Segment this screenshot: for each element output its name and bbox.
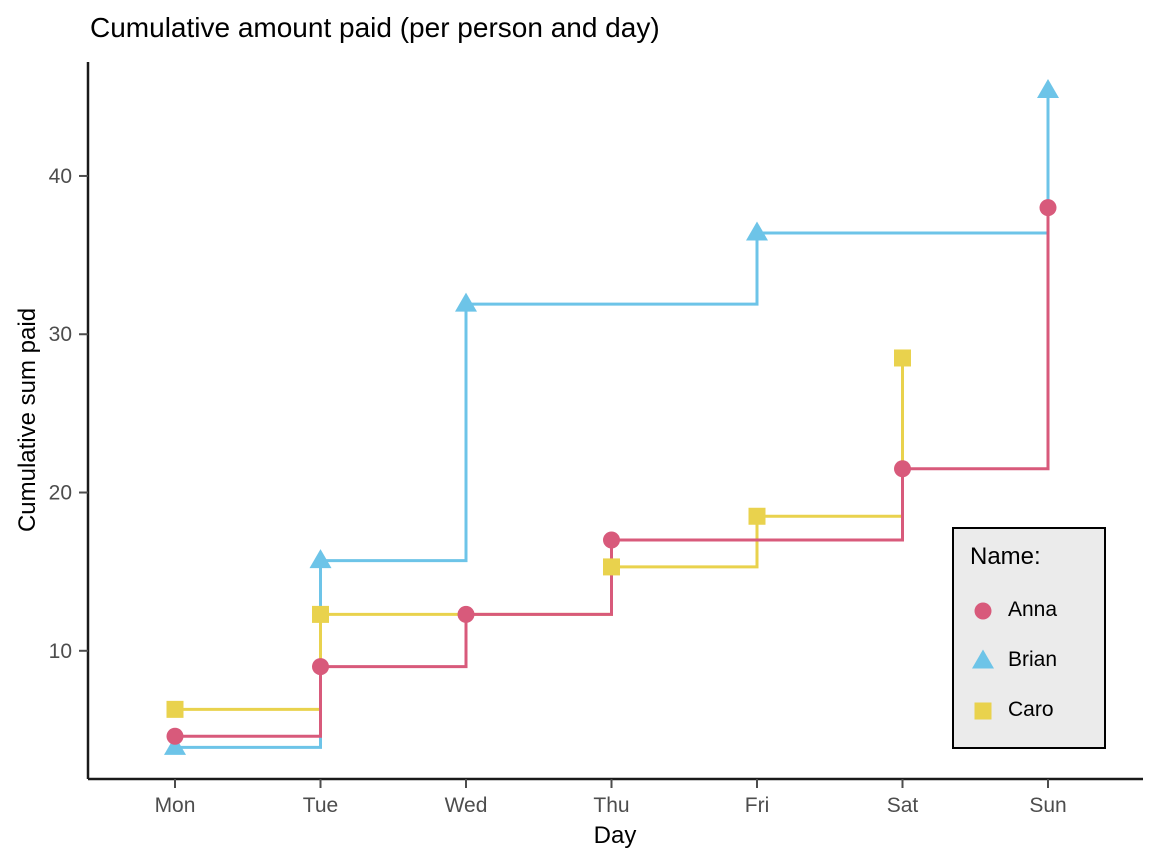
legend-marker-circle-icon: [974, 602, 992, 620]
y-axis-label: Cumulative sum paid: [14, 307, 41, 533]
legend-marker-square-icon: [974, 702, 992, 720]
point-anna-tue: [312, 658, 329, 676]
x-tick-label-fri: Fri: [745, 794, 770, 817]
y-tick-label: 20: [49, 482, 72, 505]
x-tick-label-sun: Sun: [1029, 794, 1066, 817]
chart-title: Cumulative amount paid (per person and d…: [90, 12, 660, 43]
point-caro-mon: [166, 700, 184, 718]
point-anna-thu: [603, 531, 620, 549]
point-caro-thu: [603, 558, 620, 576]
legend-marker-triangle-icon: [972, 649, 994, 669]
point-caro-fri: [748, 507, 766, 525]
legend-label-brian: Brian: [1008, 648, 1058, 671]
point-anna-wed: [457, 605, 475, 623]
legend-circle-glyph: [974, 602, 992, 620]
legend-label-caro: Caro: [1008, 698, 1054, 721]
legend-item-brian: Brian: [968, 635, 1090, 685]
x-axis-label: Day: [593, 822, 637, 849]
legend-square-glyph: [974, 702, 992, 720]
point-brian-fri: [746, 221, 768, 241]
y-tick-label: 40: [49, 165, 72, 188]
series-line-caro: [175, 357, 904, 711]
y-tick-label: 30: [49, 323, 72, 346]
point-brian-tue: [309, 549, 332, 569]
x-tick-label-tue: Tue: [303, 794, 338, 817]
x-tick-label-wed: Wed: [445, 794, 488, 817]
point-brian-sun: [1037, 78, 1059, 98]
point-brian-wed: [455, 292, 477, 312]
legend-item-anna: Anna: [968, 585, 1090, 635]
y-tick-label: 10: [49, 640, 72, 663]
legend-triangle-glyph: [972, 649, 994, 669]
point-brian-mon: [164, 735, 186, 755]
x-tick-label-sat: Sat: [887, 794, 919, 817]
point-anna-sun: [1039, 199, 1057, 217]
legend-title: Name:: [970, 543, 1041, 570]
series-line-anna: [175, 207, 1050, 738]
point-anna-mon: [166, 727, 184, 745]
legend-item-caro: Caro: [968, 685, 1090, 735]
point-caro-sat: [894, 349, 911, 367]
x-tick-label-mon: Mon: [155, 794, 196, 817]
legend: Name: Anna Brian Caro: [952, 527, 1106, 749]
series-line-brian: [175, 90, 1050, 749]
point-anna-sat: [894, 460, 911, 478]
legend-label-anna: Anna: [1008, 598, 1058, 621]
point-caro-tue: [312, 605, 329, 623]
x-tick-label-thu: Thu: [593, 794, 629, 817]
